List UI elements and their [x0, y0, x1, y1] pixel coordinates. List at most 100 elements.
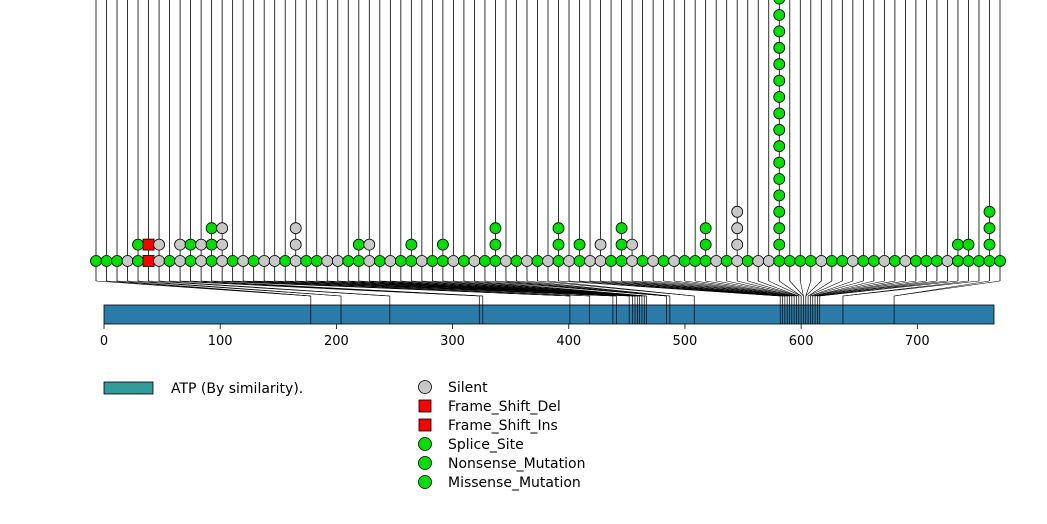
legend-swatch-frame_shift_ins — [418, 418, 432, 432]
mutation-circle-silent — [331, 255, 344, 267]
position-connector — [526, 280, 670, 297]
mutation-circle-missense_mutation — [973, 255, 985, 267]
mutation-circle-silent — [415, 255, 428, 267]
mutation-circle-missense_mutation — [773, 173, 786, 185]
position-connector — [295, 280, 617, 297]
mutation-circle-silent — [563, 255, 575, 267]
mutation-circle-missense_mutation — [205, 238, 218, 251]
mutation-circle-missense_mutation — [910, 255, 922, 267]
mutation-circle-missense_mutation — [342, 255, 355, 267]
mutation-circle-missense_mutation — [615, 255, 628, 267]
mutation-circle-missense_mutation — [205, 222, 218, 235]
position-connector — [453, 280, 645, 297]
position-connector — [547, 280, 695, 297]
mutation-circle-missense_mutation — [773, 107, 786, 120]
mutation-circle-missense_mutation — [783, 255, 796, 267]
legend-label-missense_mutation: Missense_Mutation — [448, 475, 581, 491]
mutation-circle-missense_mutation — [226, 255, 239, 267]
mutation-circle-silent — [174, 238, 186, 251]
mutation-circle-missense_mutation — [552, 255, 565, 267]
mutation-circle-missense_mutation — [489, 222, 502, 235]
mutation-circle-missense_mutation — [489, 238, 502, 251]
position-connector — [747, 280, 799, 297]
legend-domain-label: ATP (By similarity). — [171, 381, 303, 397]
x-tick-label: 300 — [440, 334, 465, 349]
mutation-circle-missense_mutation — [205, 255, 218, 267]
mutation-circle-missense_mutation — [184, 255, 197, 267]
x-tick-label: 0 — [100, 334, 108, 349]
mutation-circle-silent — [153, 238, 165, 251]
mutation-circle-silent — [195, 238, 208, 251]
mutation-circle-missense_mutation — [510, 255, 523, 267]
position-connector — [810, 280, 864, 297]
position-connector — [474, 280, 647, 297]
mutation-circle-missense_mutation — [773, 123, 786, 136]
position-connector — [807, 280, 843, 297]
mutation-circle-missense_mutation — [952, 255, 964, 267]
mutation-circle-missense_mutation — [100, 255, 113, 267]
mutation-circle-missense_mutation — [405, 255, 418, 267]
position-connector — [505, 280, 667, 297]
mutation-circle-missense_mutation — [605, 255, 617, 267]
mutation-circle-missense_mutation — [857, 255, 870, 267]
mutation-circle-missense_mutation — [773, 74, 786, 87]
position-connector — [807, 280, 832, 297]
mutation-circle-missense_mutation — [310, 255, 323, 267]
mutation-circle-silent — [542, 255, 554, 267]
mutation-circle-silent — [521, 255, 533, 267]
mutation-circle-missense_mutation — [247, 255, 260, 267]
mutation-circle-missense_mutation — [773, 238, 786, 251]
mutation-circle-silent — [289, 238, 302, 251]
mutation-circle-silent — [941, 255, 954, 267]
mutation-circle-silent — [594, 255, 607, 267]
mutation-markers — [90, 0, 1006, 267]
legend-label-nonsense_mutation: Nonsense_Mutation — [448, 456, 585, 472]
mutation-circle-missense_mutation — [436, 238, 449, 251]
x-tick-label: 500 — [673, 334, 698, 349]
mutation-circle-missense_mutation — [983, 205, 996, 218]
mutation-circle-missense_mutation — [111, 255, 123, 267]
mutation-circle-missense_mutation — [657, 255, 670, 267]
legend-label-frame_shift_ins: Frame_Shift_Ins — [448, 418, 558, 434]
mutation-circle-missense_mutation — [962, 255, 975, 267]
position-connector — [842, 280, 980, 297]
mutation-circle-missense_mutation — [699, 255, 712, 267]
mutation-circle-silent — [321, 255, 334, 267]
mutation-circle-missense_mutation — [794, 255, 807, 267]
mutation-circle-missense_mutation — [825, 255, 838, 267]
mutation-circle-missense_mutation — [994, 255, 1006, 267]
mutation-circle-missense_mutation — [426, 255, 439, 267]
mutation-circle-missense_mutation — [699, 238, 712, 251]
mutation-circle-silent — [626, 255, 638, 267]
x-axis: 0 100 200 300 400 500 600 700 — [100, 324, 930, 349]
mutation-circle-missense_mutation — [531, 255, 544, 267]
position-connector — [805, 280, 812, 297]
x-tick-label: 400 — [556, 334, 581, 349]
mutation-circle-silent — [216, 255, 229, 267]
legend-swatch-silent — [418, 380, 432, 394]
mutation-circle-missense_mutation — [163, 255, 176, 267]
legend-swatch-frame_shift_del — [418, 399, 432, 413]
mutation-circle-silent — [289, 222, 302, 235]
mutation-circle-missense_mutation — [132, 255, 144, 267]
mutation-circle-missense_mutation — [90, 255, 102, 267]
position-connector — [705, 280, 795, 297]
position-connector — [726, 280, 797, 297]
mutation-circle-silent — [762, 255, 775, 267]
mutation-circle-missense_mutation — [573, 238, 586, 251]
mutation-circle-missense_mutation — [804, 255, 817, 267]
mutation-circle-missense_mutation — [552, 222, 565, 235]
legend: ATP (By similarity). Silent Frame_Shift_De… — [103, 380, 585, 491]
position-connector — [819, 280, 958, 297]
mutation-circle-missense_mutation — [836, 255, 849, 267]
mutation-circle-missense_mutation — [489, 255, 502, 267]
position-connectors — [95, 280, 1001, 297]
position-connector — [817, 280, 937, 297]
mutation-square-frame_shift_ins — [142, 238, 155, 251]
mutation-circle-missense_mutation — [300, 255, 313, 267]
mutation-circle-missense_mutation — [479, 255, 491, 267]
mutation-circle-silent — [626, 238, 638, 251]
position-connector — [894, 280, 1001, 297]
mutation-circle-missense_mutation — [615, 238, 628, 251]
position-connector — [621, 280, 785, 297]
